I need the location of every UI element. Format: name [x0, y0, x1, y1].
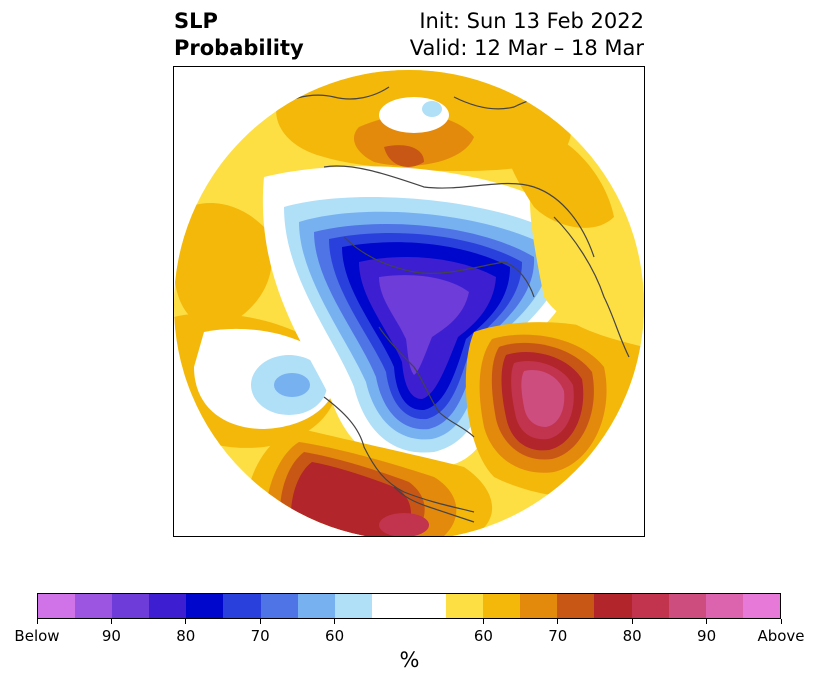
colorbar-segment: [742, 594, 780, 618]
field-70-above-west: [174, 203, 272, 328]
small-blue-patch: [422, 101, 442, 117]
colorbar-segment: [112, 594, 150, 618]
colorbar-segment: [223, 594, 261, 618]
title-variable: SLP: [174, 9, 218, 33]
colorbar-tick-label: Below: [14, 627, 60, 645]
map-svg: [174, 70, 644, 536]
colorbar-segment: [186, 594, 224, 618]
colorbar-segment: [705, 594, 743, 618]
colorbar-tick: [631, 619, 633, 624]
colorbar-segment: [149, 594, 187, 618]
field-80-above-north: [384, 145, 424, 167]
colorbar-tick: [557, 619, 559, 624]
colorbar-tick-label: Above: [757, 627, 805, 645]
field-90-below: [379, 275, 469, 375]
colorbar-segment: [483, 594, 521, 618]
valid-range: Valid: 12 Mar – 18 Mar: [409, 36, 644, 60]
field-80-above-south: [290, 462, 411, 536]
field-75-above-north: [354, 114, 474, 166]
field-65-below-pacific: [274, 373, 310, 397]
colorbar-tick-label: 70: [250, 627, 270, 645]
colorbar-tick: [334, 619, 336, 624]
colorbar-segment: [75, 594, 113, 618]
colorbar-segment: [408, 594, 447, 618]
colorbar-tick: [482, 619, 484, 624]
colorbar-segment: [371, 594, 409, 618]
colorbar-segment: [557, 594, 595, 618]
colorbar-segment: [520, 594, 558, 618]
init-date: Init: Sun 13 Feb 2022: [419, 9, 644, 33]
colorbar-ticks: Below 90 80 70 60 60 70 80 90 Above: [14, 619, 805, 649]
colorbar-tick-label: 90: [697, 627, 717, 645]
probability-map: [173, 66, 645, 537]
colorbar-unit-label: %: [399, 648, 420, 672]
colorbar-segment: [38, 594, 76, 618]
colorbar-tick-label: 70: [548, 627, 568, 645]
colorbar-segment: [594, 594, 632, 618]
colorbar-tick: [36, 619, 38, 624]
colorbar-tick-label: 60: [473, 627, 493, 645]
field-90-above-atlantic: [521, 369, 565, 427]
coastlines: [273, 86, 630, 523]
colorbar-tick: [185, 619, 187, 624]
title-type: Probability: [174, 36, 304, 60]
colorbar-segment: [297, 594, 335, 618]
colorbar-tick: [259, 619, 261, 624]
colorbar-tick-label: 80: [622, 627, 642, 645]
chart-title: SLP Probability: [174, 8, 304, 62]
field-85-above-south: [379, 513, 429, 536]
colorbar-tick: [706, 619, 708, 624]
colorbar-tick: [110, 619, 112, 624]
colorbar-segment: [446, 594, 484, 618]
colorbar: [37, 593, 781, 619]
field-70-above-east: [503, 125, 614, 228]
colorbar-tick-label: 60: [325, 627, 345, 645]
colorbar-segment: [668, 594, 706, 618]
colorbar-segment: [334, 594, 372, 618]
colorbar-segment: [631, 594, 669, 618]
chart-subtitle: Init: Sun 13 Feb 2022 Valid: 12 Mar – 18…: [410, 8, 644, 62]
colorbar-tick: [780, 619, 782, 624]
colorbar-tick-label: 80: [176, 627, 196, 645]
colorbar-tick-label: 90: [101, 627, 121, 645]
colorbar-segment: [260, 594, 298, 618]
